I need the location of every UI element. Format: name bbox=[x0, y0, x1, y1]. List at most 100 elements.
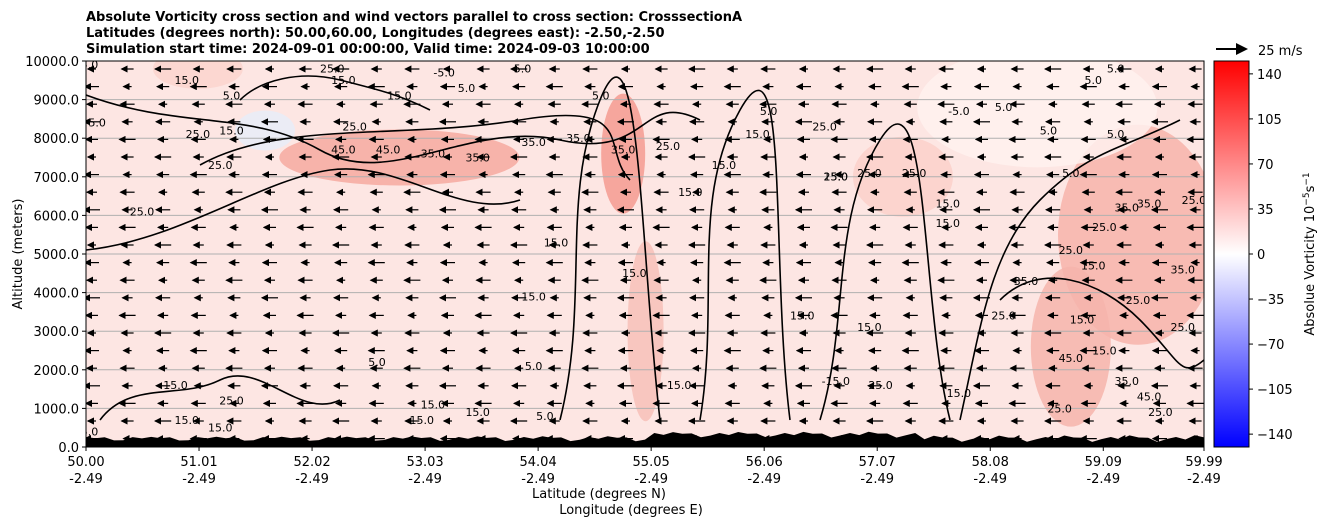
contour-label: 25.0 bbox=[857, 167, 882, 180]
x-tick-label-lat: 57.07 bbox=[859, 455, 896, 470]
contour-label: 35.0 bbox=[465, 151, 490, 164]
contour-line bbox=[86, 94, 701, 164]
x-tick-label-lon: -2.49 bbox=[973, 472, 1007, 487]
x-tick-label-lat: 56.06 bbox=[746, 455, 783, 470]
contour-label: 15.0 bbox=[935, 198, 960, 211]
contour-label: 5.0 bbox=[458, 82, 476, 95]
contour-line bbox=[559, 76, 661, 421]
colorbar: 140 105 70 35 0 −35 −70 −105 −140 Absolue Vortic… bbox=[1213, 60, 1318, 448]
contour-label: 5.0 bbox=[995, 101, 1013, 114]
x-tick-label-lon: -2.49 bbox=[1086, 472, 1120, 487]
contour-label: 35.0 bbox=[1170, 263, 1195, 276]
colorbar-tick-label: 70 bbox=[1257, 158, 1274, 173]
y-tick-label: 5000.0 bbox=[34, 248, 80, 263]
contour-label: 15.0 bbox=[857, 321, 882, 334]
contour-label: 15.0 bbox=[331, 74, 356, 87]
contour-label: 15.0 bbox=[824, 171, 849, 184]
contour-label: 25.0 bbox=[868, 379, 893, 392]
quiver-key: 25 m/s bbox=[1216, 43, 1303, 59]
colorbar-tick-label: −105 bbox=[1257, 383, 1293, 398]
y-tick-label: 10000.0 bbox=[25, 55, 79, 70]
contour-label: 25.0 bbox=[130, 205, 155, 218]
contour-label: 25.0 bbox=[219, 395, 244, 408]
x-tick-label-lat: 59.99 bbox=[1185, 455, 1222, 470]
x-axis-label-line-1: Latitude (degrees N) bbox=[532, 487, 666, 502]
colorbar-tick-label: 0 bbox=[1257, 248, 1265, 263]
contour-label: 35.0 bbox=[1014, 275, 1039, 288]
contour-line bbox=[999, 277, 1204, 369]
contour-label: 25.0 bbox=[656, 140, 681, 153]
contour-label: 5.0 bbox=[88, 117, 106, 130]
x-tick-label-lat: 59.09 bbox=[1085, 455, 1122, 470]
x-axis-label-line-2: Longitude (degrees E) bbox=[559, 503, 703, 518]
contour-label: 25.0 bbox=[1170, 321, 1195, 334]
contour-label: 15.0 bbox=[421, 398, 446, 411]
contour-label: -5.0 bbox=[433, 66, 454, 79]
contour-label: 5.0 bbox=[514, 63, 532, 76]
contour-line bbox=[959, 119, 1181, 421]
colorbar-tick-label: −35 bbox=[1257, 293, 1284, 308]
contour-label: 5.0 bbox=[525, 360, 543, 373]
x-tick-label-lon: -2.49 bbox=[521, 472, 555, 487]
contour-label: 5.0 bbox=[1084, 74, 1102, 87]
x-tick-label-lon: -2.49 bbox=[634, 472, 668, 487]
contour-label: 35.0 bbox=[566, 132, 591, 145]
contour-label: 15.0 bbox=[74, 425, 99, 438]
colorbar-tick-label: −140 bbox=[1257, 428, 1293, 443]
contour-labels: 45.0 45.025.015.035.0 35.035.0 35.035.0 25.0… bbox=[74, 61, 1207, 438]
x-tick-label-lat: 58.08 bbox=[972, 455, 1009, 470]
contour-label: 25.0 bbox=[991, 310, 1016, 323]
x-tick-label-lon: -2.49 bbox=[408, 472, 442, 487]
contour-label: 25.0 bbox=[342, 120, 367, 133]
y-tick-label: 9000.0 bbox=[34, 94, 80, 109]
contour-label: 25.0 bbox=[1182, 194, 1207, 207]
contour-label: 35.0 bbox=[1137, 198, 1162, 211]
contour-line bbox=[199, 114, 631, 181]
y-tick-label: 8000.0 bbox=[34, 132, 80, 147]
contour-label: 25.0 bbox=[812, 120, 837, 133]
contour-label: 5.0 bbox=[760, 105, 778, 118]
contour-label: 15.0 bbox=[745, 128, 770, 141]
x-axis: 50.00 -2.49 51.01 -2.49 52.02 -2.49 53.03 -2.49… bbox=[67, 447, 1223, 487]
colorbar-label: Absolue Vorticity 10−5s−1 bbox=[1302, 172, 1318, 335]
colorbar-tick-label: 35 bbox=[1257, 203, 1274, 218]
contour-label: 15.0 bbox=[163, 379, 188, 392]
contour-label: 15.0 bbox=[174, 414, 199, 427]
contour-label: 15.0 bbox=[465, 406, 490, 419]
y-tick-label: 0.0 bbox=[58, 441, 79, 456]
y-tick-label: 2000.0 bbox=[34, 364, 80, 379]
colorbar-gradient bbox=[1213, 60, 1250, 448]
colorbar-ticks: 140 105 70 35 0 −35 −70 −105 −140 bbox=[1249, 68, 1293, 443]
contour-label: 5.0 bbox=[536, 410, 554, 423]
contour-label: 25.0 bbox=[1092, 221, 1117, 234]
contour-label: 35.0 bbox=[1115, 375, 1140, 388]
contour-line bbox=[699, 89, 791, 421]
chart-title-line-3: Simulation start time: 2024-09-01 00:00:… bbox=[86, 42, 650, 57]
contour-line bbox=[86, 168, 521, 251]
colorbar-tick-label: −70 bbox=[1257, 338, 1284, 353]
contour-label: 15.0 bbox=[622, 267, 647, 280]
contour-label: 15.0 bbox=[1070, 313, 1095, 326]
contour-label: 25.0 bbox=[1148, 406, 1173, 419]
x-tick-label-lat: 52.02 bbox=[293, 455, 330, 470]
y-tick-label: 1000.0 bbox=[34, 402, 80, 417]
contour-label: 35.0 bbox=[611, 144, 636, 157]
contour-label: 15.0 bbox=[712, 159, 737, 172]
wind-vectors bbox=[86, 65, 1204, 443]
contour-label: 25.0 bbox=[320, 63, 345, 76]
contour-label: 25.0 bbox=[1126, 294, 1151, 307]
contour-label: 15.0 bbox=[947, 387, 972, 400]
y-axis: 0.0 1000.0 2000.0 3000.0 4000.0 5000.0 6000.0 7… bbox=[25, 55, 86, 456]
chart-title-line-1: Absolute Vorticity cross section and win… bbox=[86, 10, 742, 25]
y-tick-label: 6000.0 bbox=[34, 209, 80, 224]
contour-label: 25.0 bbox=[1059, 244, 1084, 257]
x-tick-label-lat: 54.04 bbox=[520, 455, 557, 470]
contour-label: 45.0 bbox=[1059, 352, 1084, 365]
contour-label: 25.0 bbox=[902, 167, 927, 180]
contour-label: 45.0 bbox=[376, 144, 401, 157]
contour-label: 15.0 bbox=[935, 217, 960, 230]
contour-label: 15.0 bbox=[1092, 344, 1117, 357]
contour-label: -5.0 bbox=[948, 105, 969, 118]
x-tick-label-lon: -2.49 bbox=[860, 472, 894, 487]
